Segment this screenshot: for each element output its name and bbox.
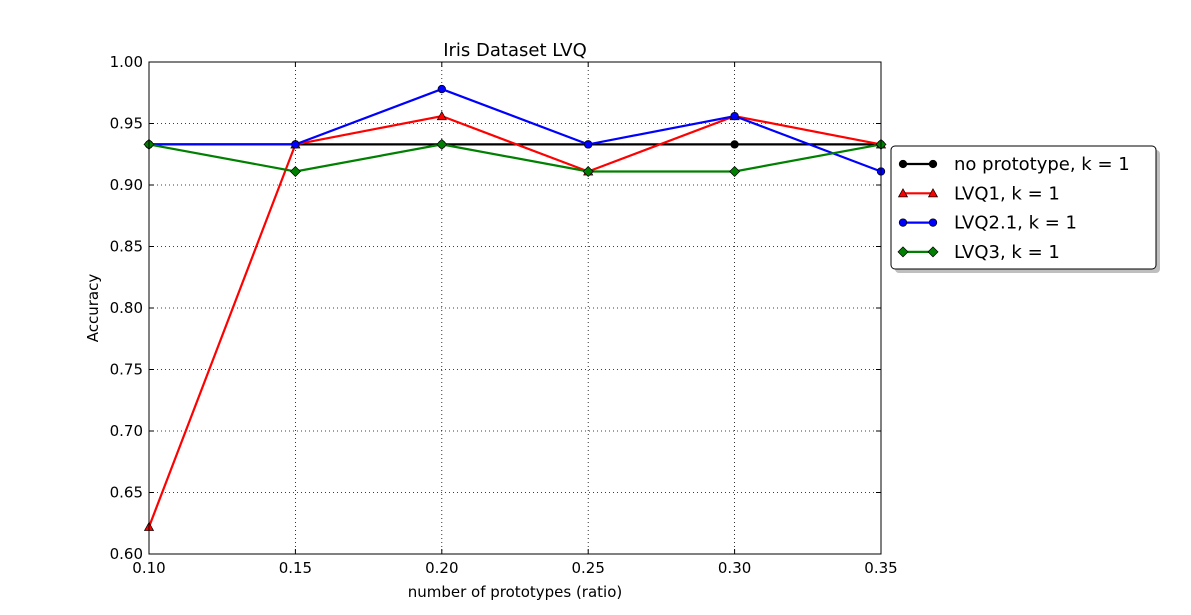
series-3-line [148,143,882,173]
series-2-point [584,140,593,149]
series-2 [144,84,886,176]
legend-marker [927,246,939,258]
y-tick-label: 0.80 [110,299,143,317]
y-axis-label: Accuracy [84,274,102,343]
legend-marker [898,159,908,169]
legend-entry: LVQ2.1, k = 1 [898,213,1077,234]
legend-entry: LVQ1, k = 1 [897,183,1060,204]
series-2-point [730,111,739,121]
x-tick-label: 0.30 [718,559,751,577]
series-3-point [729,165,741,177]
series-1-point [436,110,447,121]
y-tick-label: 0.70 [110,422,143,440]
series-1-line [147,114,882,528]
grid [149,62,881,554]
legend-marker [928,218,938,227]
legend-label: no prototype, k = 1 [954,154,1130,175]
plot-frame [148,61,882,555]
y-tick-label: 0.85 [110,238,143,256]
legend-marker [897,188,909,198]
legend: no prototype, k = 1 LVQ1, k = 1 LVQ2.1, k … [890,145,1160,273]
series-1 [143,110,887,531]
axis-ticks: 0.10 0.15 0.20 0.25 0.30 0.35 0.60 0.65 0.70 0.75… [110,53,898,577]
legend-marker [927,188,939,198]
x-tick-label: 0.15 [279,559,312,577]
legend-entry: no prototype, k = 1 [898,154,1130,175]
x-axis-label: number of prototypes (ratio) [408,583,623,601]
legend-marker [928,159,938,169]
chart-title: Iris Dataset LVQ [443,40,587,61]
y-tick-label: 0.90 [110,176,143,194]
legend-label: LVQ1, k = 1 [954,183,1060,204]
series-layer [143,84,887,531]
y-tick-label: 0.60 [110,545,143,563]
legend-marker [898,218,908,227]
x-tick-label: 0.20 [425,559,458,577]
x-tick-label: 0.10 [132,559,165,577]
y-tick-label: 0.75 [110,361,143,379]
x-tick-label: 0.35 [864,559,897,577]
series-0-point [730,140,739,149]
legend-frame [890,145,1157,270]
y-tick-label: 0.65 [110,484,143,502]
legend-label: LVQ3, k = 1 [954,242,1060,263]
series-2-point [291,140,300,149]
series-3-point [582,165,594,177]
series-2-line [149,87,882,173]
series-3 [143,138,887,177]
legend-marker [897,246,909,258]
series-3-point [289,165,301,177]
x-tick-label: 0.25 [571,559,604,577]
legend-label: LVQ2.1, k = 1 [954,213,1077,234]
y-tick-label: 0.95 [110,115,143,133]
legend-entry: LVQ3, k = 1 [897,242,1060,263]
y-tick-label: 1.00 [110,53,143,71]
series-3-point [436,138,448,150]
series-2-point [437,84,446,94]
